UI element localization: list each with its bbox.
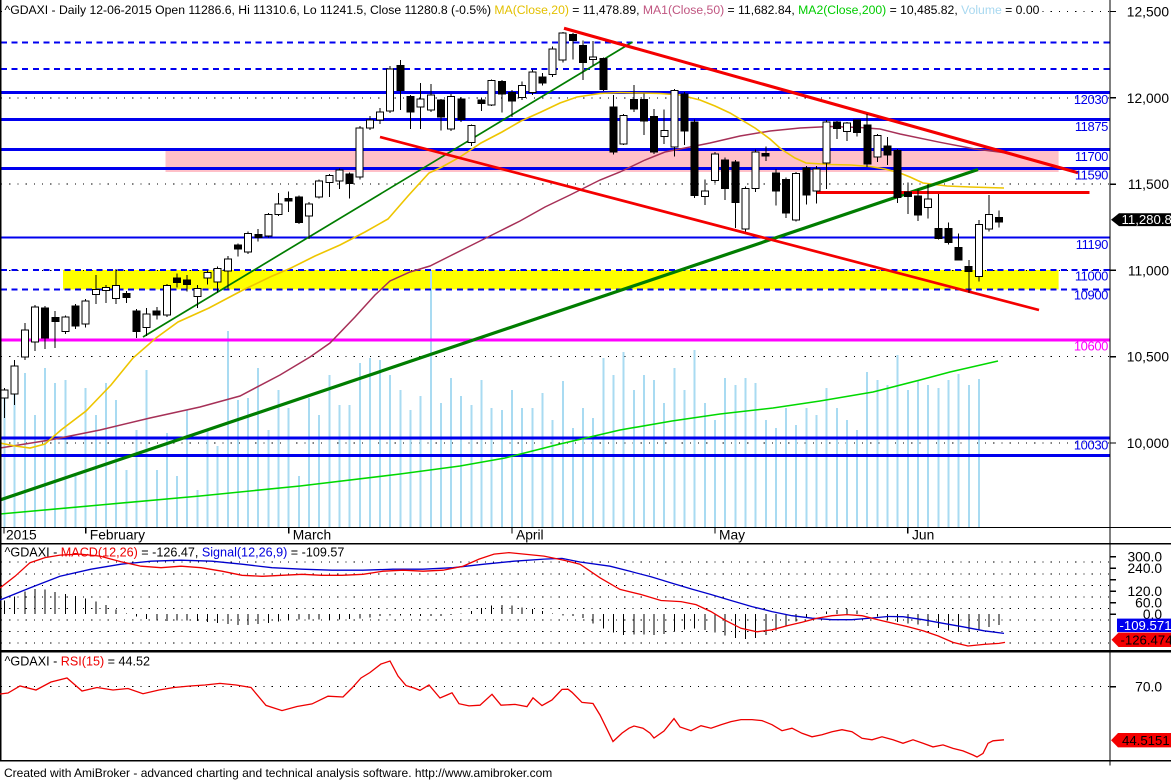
svg-text:0.0: 0.0: [1143, 607, 1163, 622]
svg-text:240.0: 240.0: [1127, 561, 1162, 576]
svg-text:10,000: 10,000: [1127, 436, 1170, 451]
svg-text:11700: 11700: [1075, 149, 1108, 164]
svg-text:Created with AmiBroker - advan: Created with AmiBroker - advanced charti…: [4, 766, 552, 780]
svg-text:12,000: 12,000: [1127, 91, 1170, 106]
svg-text:300.0: 300.0: [1127, 549, 1162, 564]
svg-text:Jun: Jun: [912, 528, 934, 543]
svg-text:2015: 2015: [6, 528, 37, 543]
svg-text:11000: 11000: [1075, 268, 1108, 283]
svg-text:February: February: [90, 528, 145, 543]
svg-text:-126.474: -126.474: [1121, 632, 1171, 647]
svg-text:^GDAXI - RSI(15) = 44.52: ^GDAXI - RSI(15) = 44.52: [5, 654, 151, 668]
svg-text:120.0: 120.0: [1127, 584, 1162, 599]
svg-text:12,500: 12,500: [1127, 5, 1170, 20]
svg-text:10030: 10030: [1074, 437, 1108, 452]
svg-text:10600: 10600: [1074, 339, 1108, 354]
svg-text:11,500: 11,500: [1128, 177, 1170, 192]
svg-text:11190: 11190: [1076, 237, 1108, 252]
svg-text:-109.571: -109.571: [1120, 618, 1171, 633]
svg-text:11,280.8: 11,280.8: [1122, 212, 1171, 227]
svg-text:44.5151: 44.5151: [1122, 733, 1170, 748]
svg-text:70.0: 70.0: [1135, 679, 1162, 694]
svg-text:12030: 12030: [1074, 92, 1108, 107]
svg-text:11875: 11875: [1075, 119, 1108, 134]
svg-text:March: March: [293, 528, 331, 543]
svg-text:60.0: 60.0: [1135, 596, 1162, 611]
svg-text:April: April: [516, 528, 544, 543]
svg-text:10900: 10900: [1074, 287, 1108, 302]
svg-text:11,000: 11,000: [1128, 263, 1170, 278]
svg-text:10,500: 10,500: [1127, 350, 1170, 365]
svg-text:11590: 11590: [1075, 168, 1108, 183]
svg-text:^GDAXI - Daily 12-06-2015 Open: ^GDAXI - Daily 12-06-2015 Open 11286.6, …: [5, 3, 1040, 17]
svg-text:May: May: [719, 528, 745, 543]
svg-text:^GDAXI - MACD(12,26) = -126.47: ^GDAXI - MACD(12,26) = -126.47, Signal(1…: [5, 546, 345, 560]
